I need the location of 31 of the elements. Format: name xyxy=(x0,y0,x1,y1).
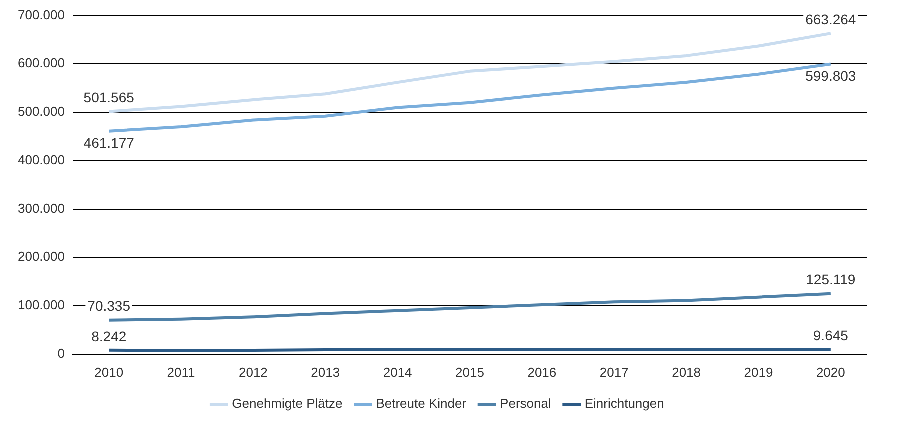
x-tick-label: 2015 xyxy=(456,364,484,380)
legend-label: Genehmigte Plätze xyxy=(232,396,343,412)
y-tick-label: 200.000 xyxy=(18,249,65,264)
legend-label: Betreute Kinder xyxy=(376,396,468,412)
x-tick-label: 2013 xyxy=(311,364,340,380)
y-tick-label: 500.000 xyxy=(18,104,65,120)
annotation: 501.565 xyxy=(84,90,135,106)
annotation: 8.242 xyxy=(92,328,127,344)
x-tick-label: 2017 xyxy=(600,364,629,380)
legend-label: Einrichtungen xyxy=(584,396,664,412)
x-tick-label: 2019 xyxy=(744,364,774,380)
y-tick-label: 700.000 xyxy=(18,7,65,22)
y-tick-label: 400.000 xyxy=(18,152,65,168)
annotation: 9.645 xyxy=(813,328,849,344)
x-tick-label: 2014 xyxy=(383,364,412,380)
x-tick-label: 2012 xyxy=(238,364,268,380)
x-tick-label: 2010 xyxy=(94,364,124,380)
annotation: 461.177 xyxy=(84,135,135,152)
y-tick-label: 600.000 xyxy=(18,56,65,71)
x-tick-label: 2011 xyxy=(167,364,196,380)
y-tick-label: 0 xyxy=(58,346,65,361)
legend-label: Personal xyxy=(500,396,552,412)
y-tick-label: 300.000 xyxy=(18,200,65,216)
annotation: 70.335 xyxy=(88,298,131,314)
annotation: 663.264 xyxy=(806,11,856,28)
x-tick-label: 2018 xyxy=(672,364,702,380)
x-tick-label: 2016 xyxy=(528,364,557,380)
y-tick-label: 100.000 xyxy=(18,298,65,313)
annotation: 125.119 xyxy=(806,272,856,288)
annotation: 599.803 xyxy=(806,68,856,84)
x-tick-label: 2020 xyxy=(816,364,846,380)
